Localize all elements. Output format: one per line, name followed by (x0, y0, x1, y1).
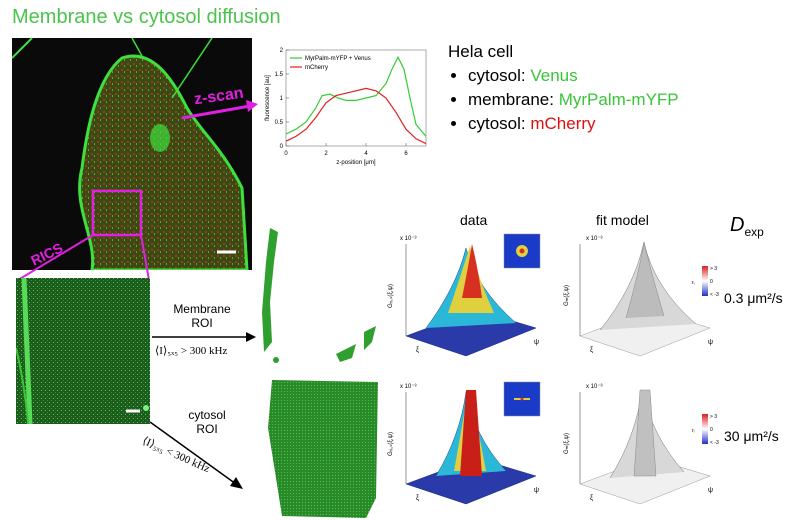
hela-item-name: MyrPalm-mYFP (558, 90, 679, 109)
series-line (285, 55, 427, 137)
data-surface-membrane: x 10⁻³ Gᵣᵢ꜀ₛ(ξ,ψ) ξ ψ (388, 233, 541, 357)
scale-label: x 10⁻³ (400, 236, 417, 242)
hela-item-prefix: cytosol: (468, 114, 531, 133)
membrane-arrow (152, 332, 256, 342)
dexp-header: Dexp (730, 214, 764, 239)
y-tick-label: 1 (280, 96, 284, 102)
psi-axis-label: ψ (708, 487, 713, 494)
x-tick-label: 4 (364, 151, 368, 157)
cytosol-roi-mask (268, 380, 378, 518)
psi-axis-label: ψ (708, 339, 713, 346)
series-line (285, 87, 427, 145)
cytosol-roi-line2: ROI (196, 422, 218, 436)
y-tick-label: 0 (280, 144, 284, 150)
xi-axis-label: ξ (590, 495, 593, 502)
colorbar-low: < -3 (710, 292, 719, 298)
hela-heading: Hela cell (448, 42, 514, 61)
x-tick-label: 2 (324, 151, 328, 157)
hela-item-name: mCherry (530, 114, 596, 133)
colorbar-high: > 3 (710, 414, 717, 420)
y-tick-label: 1.5 (275, 72, 284, 78)
scale-label: x 10⁻³ (586, 384, 603, 390)
z-axis-label: Gₘ(ξ,ψ) (564, 285, 570, 306)
z-axis-label: Gᵣᵢ꜀ₛ(ξ,ψ) (388, 284, 394, 308)
legend-entry: mCherry (305, 65, 328, 71)
hela-item-prefix: cytosol: (468, 66, 531, 85)
hela-list: cytosol: Venusmembrane: MyrPalm-mYFPcyto… (448, 64, 679, 136)
cell-microscopy-image (12, 38, 252, 270)
xi-axis-label: ξ (590, 347, 593, 354)
x-tick-label: 0 (284, 151, 288, 157)
x-tick-label: 6 (404, 151, 408, 157)
membrane-roi-label: Membrane ROI (162, 302, 242, 330)
scale-label: x 10⁻³ (400, 384, 417, 390)
legend-entry: MyrPalm-mYFP + Venus (305, 56, 371, 62)
fit-surface-membrane: x 10⁻³ Gₘ(ξ,ψ) > 3 0 < -3 rᵢ ξ ψ (564, 236, 719, 357)
y-axis-label: fluorescence [au] (265, 75, 271, 121)
hela-item: membrane: MyrPalm-mYFP (468, 88, 679, 112)
fluorescence-profile-chart: 0 2 4 6 0 0.5 1 1.5 2 z-position [μm] fluorescence… (265, 48, 427, 166)
cytosol-roi-line1: cytosol (188, 408, 226, 422)
hela-item-prefix: membrane: (468, 90, 559, 109)
membrane-roi-line1: Membrane (173, 302, 231, 316)
data-surface-cytosol: x 10⁻³ Gᵣᵢ꜀ₛ(ξ,ψ) ξ ψ (388, 381, 541, 505)
colorbar-low: < -3 (710, 440, 719, 446)
z-axis-label: Gₘ(ξ,ψ) (564, 433, 570, 454)
colorbar-high: > 3 (710, 266, 717, 272)
y-tick-label: 2 (280, 48, 284, 54)
x-axis-label: z-position [μm] (336, 160, 375, 166)
hela-item: cytosol: Venus (468, 64, 679, 88)
rics-zoom-image (16, 278, 150, 424)
z-axis-label: Gᵣᵢ꜀ₛ(ξ,ψ) (388, 432, 394, 456)
psi-axis-label: ψ (534, 339, 539, 346)
xi-axis-label: ξ (416, 495, 419, 502)
fit-column-header: fit model (596, 212, 649, 228)
page-title: Membrane vs cytosol diffusion (12, 6, 281, 28)
dexp-symbol: D (730, 214, 745, 236)
hela-item: cytosol: mCherry (468, 112, 679, 136)
membrane-roi-condition: ⟨I⟩₅ₓ₅ > 300 kHz (155, 345, 228, 357)
scale-label: x 10⁻³ (586, 236, 603, 242)
colorbar-label: rᵢ (692, 280, 695, 286)
psi-axis-label: ψ (534, 487, 539, 494)
cytosol-arrow (149, 421, 243, 489)
colorbar-label: rᵢ (692, 428, 695, 434)
y-tick-label: 0.5 (275, 120, 284, 126)
hela-cell-legend: Hela cell cytosol: Venusmembrane: MyrPal… (448, 40, 679, 136)
rics-zoom-connector (17, 234, 150, 281)
xi-axis-label: ξ (416, 347, 419, 354)
colorbar-mid: 0 (710, 279, 713, 285)
zscan-arrow (181, 100, 258, 120)
dexp-value-cytosol: 30 μm²/s (724, 428, 779, 444)
membrane-roi-mask (262, 228, 376, 363)
fit-surface-cytosol: x 10⁻³ Gₘ(ξ,ψ) > 3 0 < -3 rᵢ ξ ψ (564, 384, 719, 505)
membrane-roi-line2: ROI (191, 316, 213, 330)
dexp-subscript: exp (744, 225, 764, 239)
dexp-value-membrane: 0.3 μm²/s (724, 290, 783, 306)
cytosol-roi-label: cytosol ROI (172, 408, 242, 436)
data-column-header: data (460, 212, 488, 228)
colorbar-mid: 0 (710, 427, 713, 433)
hela-item-name: Venus (530, 66, 578, 85)
